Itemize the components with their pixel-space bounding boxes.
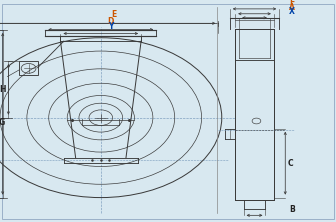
Bar — [19, 61, 38, 75]
Text: F: F — [289, 0, 295, 7]
Text: B: B — [289, 204, 295, 214]
Text: A: A — [289, 3, 295, 12]
Text: C: C — [288, 159, 294, 168]
Text: Y: Y — [108, 22, 114, 31]
Text: E: E — [112, 10, 117, 19]
Text: H: H — [0, 85, 6, 94]
Text: D: D — [108, 17, 114, 26]
Text: G: G — [0, 118, 5, 127]
Text: X: X — [289, 7, 295, 16]
